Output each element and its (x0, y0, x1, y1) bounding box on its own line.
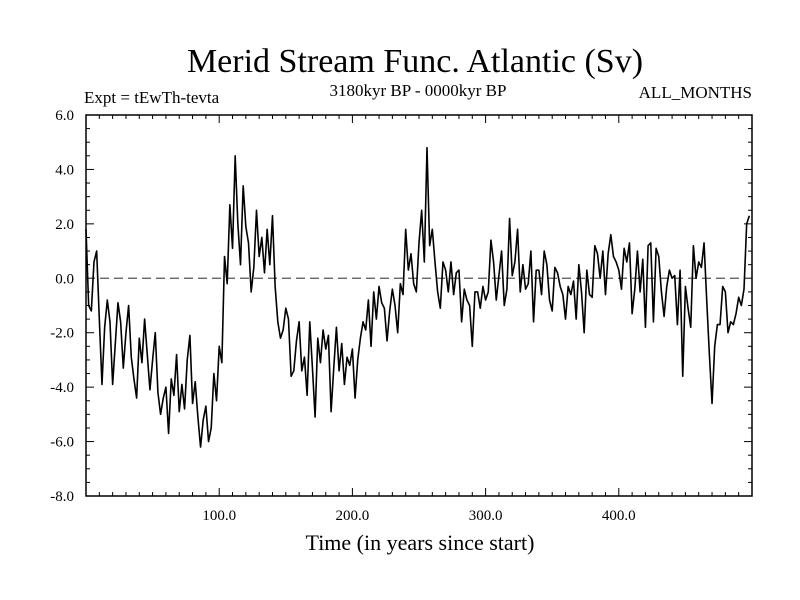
y-tick-label: 4.0 (55, 162, 74, 178)
y-tick-label: 0.0 (55, 271, 74, 287)
x-axis-label: Time (in years since start) (306, 530, 535, 555)
y-tick-label: 2.0 (55, 217, 74, 233)
x-tick-label: 300.0 (469, 508, 503, 524)
experiment-label: Expt = tEwTh-tevta (84, 88, 220, 107)
y-tick-label: -8.0 (50, 489, 74, 505)
plot-area (85, 114, 753, 497)
x-tick-label: 400.0 (602, 508, 636, 524)
x-tick-label: 100.0 (202, 508, 236, 524)
y-tick-label: 6.0 (55, 108, 74, 124)
y-tick-label: -2.0 (50, 326, 74, 342)
series-line (85, 146, 751, 448)
y-tick-label: -6.0 (50, 435, 74, 451)
x-tick-label: 200.0 (336, 508, 370, 524)
y-tick-label: -4.0 (50, 380, 74, 396)
time-range-label: 3180kyr BP - 0000kyr BP (330, 81, 507, 100)
months-label: ALL_MONTHS (639, 83, 752, 102)
chart-title: Merid Stream Func. Atlantic (Sv) (187, 43, 643, 80)
plot-frame (85, 114, 753, 497)
